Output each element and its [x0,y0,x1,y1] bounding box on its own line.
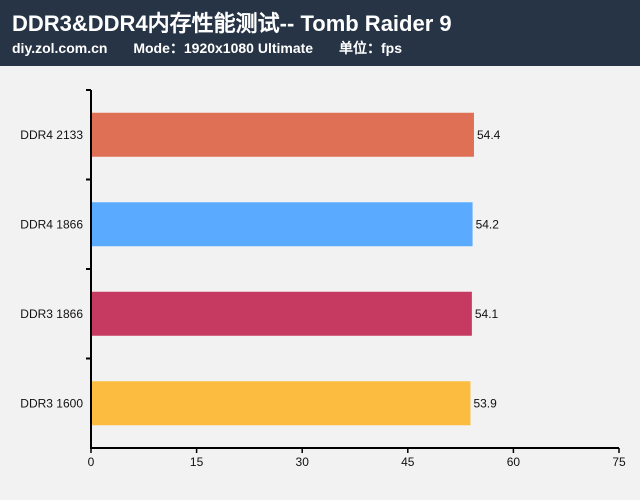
chart-subtitle: diy.zol.com.cn Mode：1920x1080 Ultimate 单… [12,38,424,58]
value-label: 53.9 [473,396,497,410]
chart-title: DDR3&DDR4内存性能测试-- Tomb Raider 9 [12,11,452,36]
category-label: DDR3 1600 [20,396,83,410]
x-tick-label: 45 [401,455,415,469]
value-label: 54.2 [476,217,500,231]
value-labels: 54.4 54.2 54.1 53.9 [473,128,500,411]
x-tick-label: 75 [612,455,626,469]
x-tick-label: 15 [190,455,204,469]
chart-header: DDR3&DDR4内存性能测试-- Tomb Raider 9 diy.zol.… [0,0,640,66]
unit-label: 单位：fps [338,40,402,56]
bar-ddr3-1866 [91,291,472,336]
category-label: DDR3 1866 [20,307,83,321]
x-tick-label: 0 [88,455,95,469]
bars-group [91,112,474,426]
mode-label: Mode：1920x1080 Ultimate [133,40,314,56]
y-axis [86,89,92,448]
x-tick-label: 60 [507,455,521,469]
x-tick-label: 30 [296,455,310,469]
category-label: DDR4 1866 [20,217,83,231]
x-axis: 0 15 30 45 60 75 [88,447,626,469]
bar-ddr3-1600 [91,381,471,426]
site-label: diy.zol.com.cn [12,40,108,56]
category-label: DDR4 2133 [20,128,83,142]
bar-chart: DDR4 2133 DDR4 1866 DDR3 1866 DDR3 1600 54.… [20,89,626,469]
bar-ddr4-2133 [91,112,474,157]
value-label: 54.1 [475,307,499,321]
value-label: 54.4 [477,128,501,142]
bar-ddr4-1866 [91,202,473,247]
category-labels: DDR4 2133 DDR4 1866 DDR3 1866 DDR3 1600 [20,128,83,411]
